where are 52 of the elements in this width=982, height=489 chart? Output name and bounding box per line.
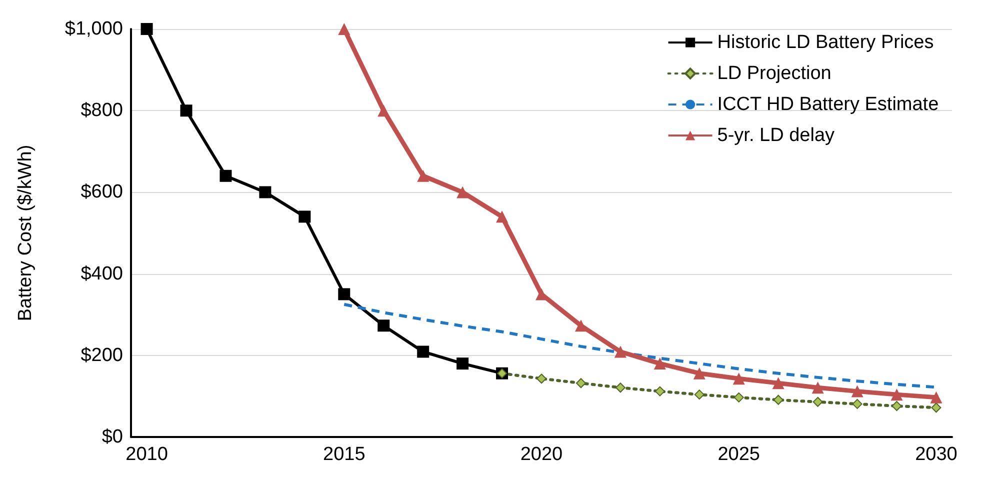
y-tick-label: $200 — [80, 344, 123, 366]
legend-label: 5-yr. LD delay — [717, 125, 836, 146]
point — [456, 186, 469, 198]
point — [772, 377, 784, 390]
point — [417, 170, 430, 182]
point — [378, 320, 390, 332]
point — [536, 374, 546, 384]
point — [851, 385, 864, 398]
point — [654, 386, 665, 396]
x-tick-label: 2030 — [915, 444, 958, 465]
point — [930, 391, 942, 404]
point — [694, 390, 704, 400]
y-tick-label: $0 — [102, 426, 123, 448]
point — [852, 398, 862, 409]
y-tick-label: $1,000 — [64, 18, 123, 40]
point — [892, 400, 902, 411]
point — [614, 346, 626, 358]
point — [140, 23, 153, 35]
point — [259, 186, 272, 198]
x-tick-label: 2025 — [718, 444, 760, 465]
point — [496, 210, 508, 223]
point — [615, 382, 626, 393]
point — [773, 394, 784, 405]
point — [180, 104, 192, 117]
legend-label: LD Projection — [717, 63, 832, 84]
legend-label: ICCT HD Battery Estimate — [717, 94, 939, 115]
point — [536, 288, 548, 300]
x-tick-label: 2020 — [520, 444, 563, 465]
point — [654, 358, 666, 370]
point — [890, 388, 903, 401]
point — [734, 392, 744, 402]
point — [812, 382, 824, 394]
point — [338, 23, 350, 35]
point — [378, 104, 390, 117]
y-tick-label: $600 — [80, 182, 123, 203]
y-tick-label: $800 — [80, 100, 123, 122]
x-tick-label: 2015 — [323, 444, 366, 465]
point — [417, 346, 430, 358]
point — [298, 210, 311, 223]
point — [574, 320, 587, 332]
point — [812, 396, 823, 407]
point — [732, 372, 745, 385]
point — [338, 288, 350, 300]
point — [456, 358, 469, 370]
y-tick-label: $400 — [80, 263, 123, 284]
point — [220, 170, 232, 182]
legend-label: Historic LD Battery Prices — [717, 32, 934, 53]
point — [931, 402, 942, 413]
y-axis-title: Battery Cost ($/kWh) — [15, 144, 36, 322]
x-tick-label: 2010 — [126, 444, 168, 465]
point — [693, 367, 706, 380]
point — [576, 378, 586, 388]
